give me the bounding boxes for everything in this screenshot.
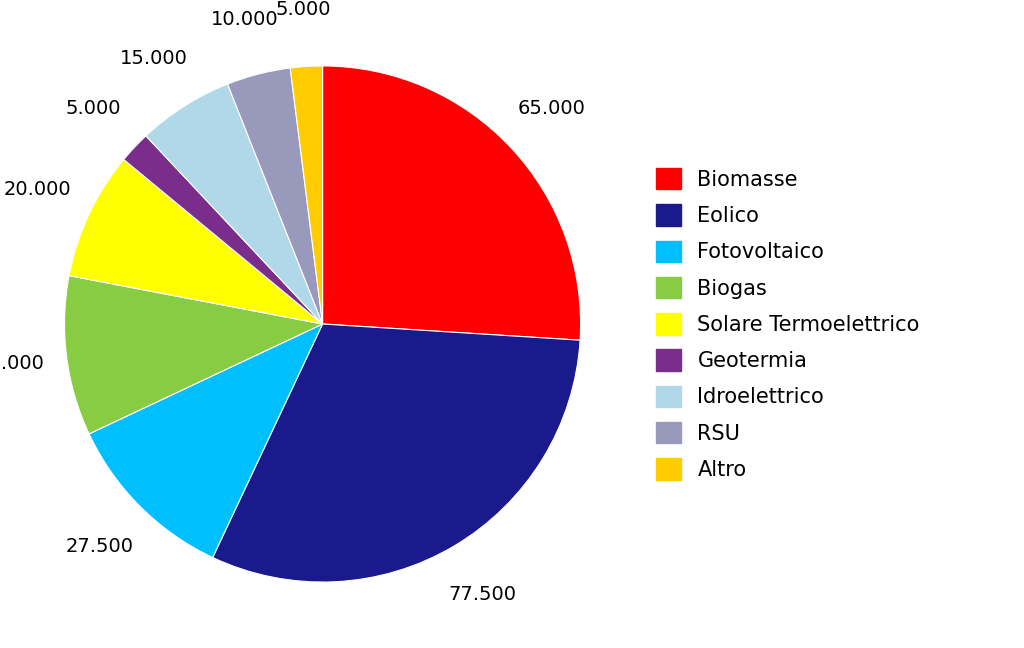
Text: 10.000: 10.000: [211, 10, 279, 29]
Text: 27.500: 27.500: [66, 537, 134, 556]
Wedge shape: [323, 66, 581, 340]
Wedge shape: [89, 324, 323, 557]
Wedge shape: [69, 159, 323, 324]
Wedge shape: [227, 68, 323, 324]
Text: 15.000: 15.000: [120, 49, 187, 67]
Wedge shape: [65, 275, 323, 434]
Text: 77.500: 77.500: [449, 586, 517, 605]
Wedge shape: [124, 136, 323, 324]
Legend: Biomasse, Eolico, Fotovoltaico, Biogas, Solare Termoelettrico, Geotermia, Idroel: Biomasse, Eolico, Fotovoltaico, Biogas, …: [645, 157, 930, 491]
Text: 5.000: 5.000: [275, 0, 331, 19]
Text: 5.000: 5.000: [66, 99, 121, 118]
Text: 65.000: 65.000: [518, 99, 586, 118]
Text: 25.000: 25.000: [0, 354, 44, 373]
Text: 20.000: 20.000: [4, 180, 72, 200]
Wedge shape: [290, 66, 323, 324]
Wedge shape: [213, 324, 581, 582]
Wedge shape: [145, 84, 323, 324]
